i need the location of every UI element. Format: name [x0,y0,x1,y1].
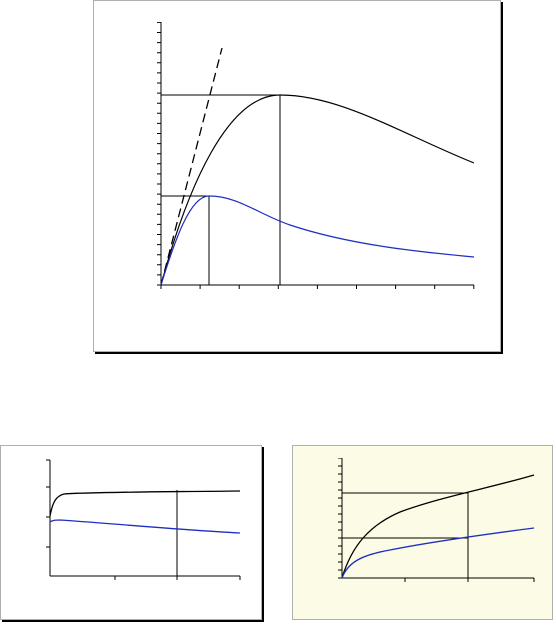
panel-shadow [2,447,264,622]
black-curve [341,474,535,579]
blue-curve [49,519,241,534]
black-curve [160,94,475,286]
ticks [46,459,241,580]
bottom-right-panel [292,445,553,620]
tangent-line [160,47,223,286]
guide [342,492,469,578]
panel-frame [292,445,553,620]
panel-frame [0,445,262,620]
bottom-left-panel [0,445,264,622]
panel-shadow [95,2,503,354]
panel-frame [93,0,501,352]
blue-curve [341,527,535,579]
blue-curve [160,195,475,286]
x-ticks [404,578,535,582]
black-curve [49,490,241,517]
top-panel [93,0,503,354]
